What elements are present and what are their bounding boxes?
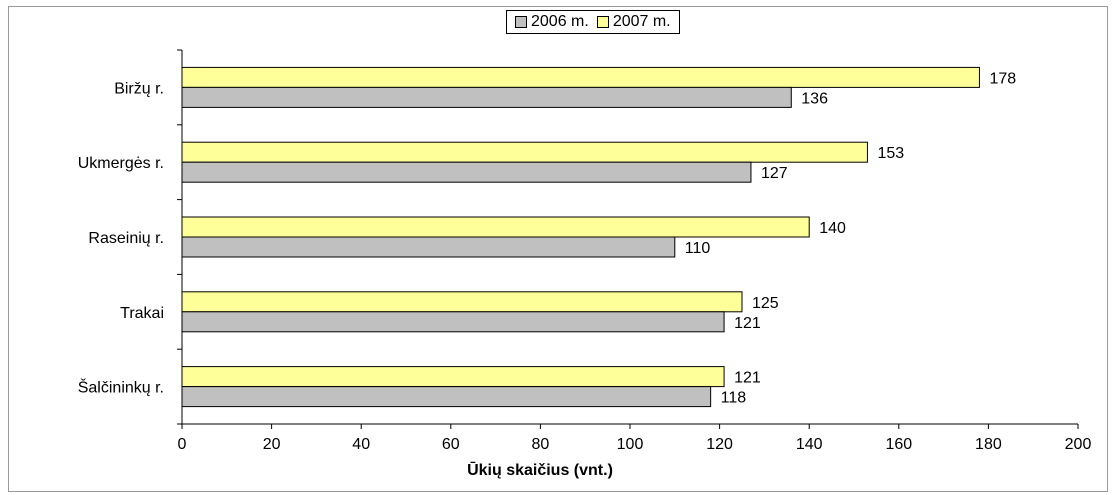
bar-2006 (181, 311, 725, 333)
bar-2007 (181, 216, 810, 238)
category-label: Ukmergės r. (78, 155, 164, 172)
legend-item-2007: 2007 m. (596, 13, 671, 31)
category-label: Raseinių r. (88, 230, 164, 247)
legend: 2006 m. 2007 m. (506, 10, 680, 34)
bar-2007 (181, 291, 743, 313)
legend-item-2006: 2006 m. (515, 13, 589, 31)
bar-2006 (181, 386, 712, 408)
x-tick-label: 160 (885, 436, 912, 453)
category-label: Trakai (120, 305, 164, 322)
legend-label-2007: 2007 m. (612, 13, 671, 30)
x-tick-label: 180 (975, 436, 1002, 453)
data-label: 153 (877, 145, 904, 162)
x-axis-title: Ūkių skaičius (vnt.) (467, 460, 613, 479)
legend-swatch-2007 (596, 16, 609, 28)
x-tick-label: 80 (532, 436, 550, 453)
data-label: 110 (685, 240, 711, 257)
data-label: 136 (801, 90, 828, 107)
data-label: 140 (819, 220, 846, 237)
x-tick-label: 0 (178, 436, 187, 453)
bar-2007 (181, 366, 725, 388)
x-tick-label: 140 (796, 436, 823, 453)
x-tick-label: 120 (706, 436, 733, 453)
data-label: 121 (734, 315, 761, 332)
data-label: 178 (989, 70, 1016, 87)
x-tick-label: 60 (442, 436, 460, 453)
category-label: Biržų r. (114, 80, 164, 97)
x-tick-label: 100 (617, 436, 644, 453)
category-label: Šalčininkų r. (78, 378, 164, 397)
bar-2007 (181, 66, 980, 88)
data-label: 118 (721, 390, 747, 407)
data-label: 125 (752, 295, 779, 312)
x-tick-label: 40 (352, 436, 370, 453)
bar-2007 (181, 141, 868, 163)
data-label: 121 (734, 370, 761, 387)
bar-2006 (181, 236, 676, 258)
bar-2006 (181, 161, 752, 183)
data-label: 127 (761, 165, 788, 182)
x-tick-label: 20 (263, 436, 281, 453)
bar-2006 (181, 86, 792, 108)
legend-swatch-2006 (515, 16, 527, 28)
x-tick-label: 200 (1065, 436, 1092, 453)
legend-label-2006: 2006 m. (531, 13, 589, 30)
